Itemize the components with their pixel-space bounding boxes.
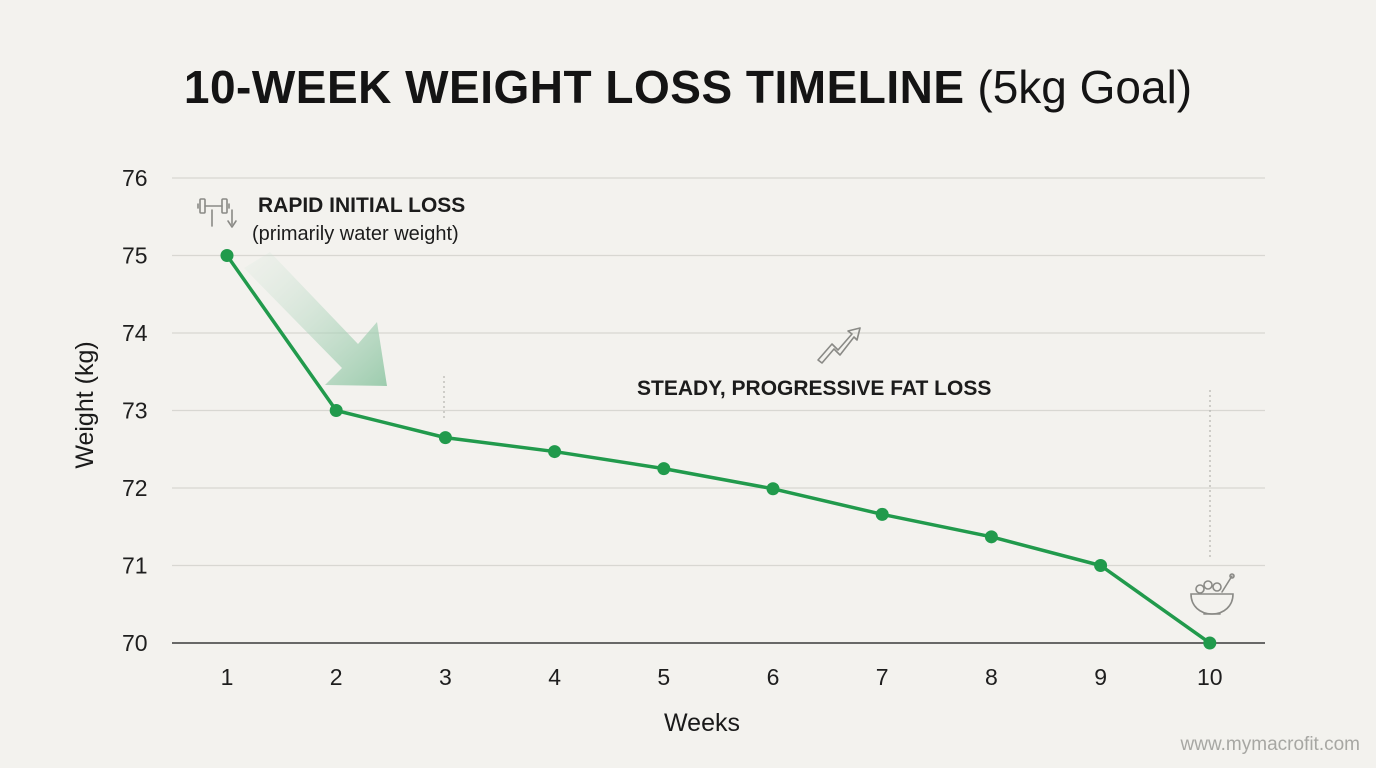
- chart-title: 10-WEEK WEIGHT LOSS TIMELINE (5kg Goal): [0, 60, 1376, 114]
- x-tick-label: 4: [548, 664, 561, 690]
- x-tick-label: 9: [1094, 664, 1107, 690]
- data-point: [548, 445, 562, 459]
- chart-title-main: 10-WEEK WEIGHT LOSS TIMELINE: [183, 61, 965, 113]
- data-point: [875, 507, 889, 521]
- data-point: [766, 482, 780, 496]
- y-tick-label: 71: [122, 553, 148, 579]
- x-tick-label: 7: [876, 664, 889, 690]
- axes: 70 71 72 73 74 75 76 1 2 3 4 5 6 7 8 9 10 Weeks Weight (kg…: [71, 165, 1265, 737]
- data-point: [984, 530, 998, 544]
- data-point: [1203, 636, 1217, 650]
- y-tick-label: 74: [122, 320, 148, 346]
- weight-series-line: [225, 254, 1211, 645]
- steady-loss-annotation: STEADY, PROGRESSIVE FAT LOSS: [637, 377, 991, 401]
- data-point: [329, 404, 343, 417]
- y-tick-label: 75: [122, 243, 148, 269]
- data-point: [1094, 559, 1108, 572]
- grid-lines: [172, 177, 1265, 567]
- x-tick-label: 6: [767, 664, 780, 690]
- dumbbell-down-arrow-icon: [197, 198, 237, 228]
- data-point: [438, 431, 452, 445]
- series-layer: [220, 249, 1217, 650]
- rapid-loss-arrow-shape: [244, 252, 387, 386]
- rapid-loss-annotation: RAPID INITIAL LOSS: [258, 194, 465, 218]
- rapid-loss-title: RAPID INITIAL LOSS: [258, 194, 466, 217]
- y-tick-label: 76: [122, 165, 148, 191]
- watermark: www.mymacrofit.com: [1180, 734, 1360, 755]
- y-axis-label: Weight (kg): [71, 341, 99, 468]
- chart-subtitle: (5kg Goal): [977, 61, 1193, 113]
- rapid-loss-subtitle-wrap: (primarily water weight): [252, 223, 459, 246]
- steady-loss-title: STEADY, PROGRESSIVE FAT LOSS: [637, 377, 992, 400]
- x-tick-label: 10: [1197, 664, 1223, 690]
- data-point: [657, 462, 671, 476]
- x-tick-label: 8: [985, 664, 998, 690]
- trend-up-arrow-icon: [817, 327, 861, 364]
- rapid-loss-subtitle: (primarily water weight): [252, 223, 459, 245]
- x-tick-label: 5: [657, 664, 670, 690]
- y-tick-label: 72: [122, 475, 148, 501]
- data-point: [220, 249, 234, 262]
- x-axis-label: Weeks: [664, 709, 740, 737]
- decorations: [197, 198, 1235, 615]
- x-tick-label: 1: [221, 664, 234, 690]
- x-tick-label: 2: [330, 664, 343, 690]
- y-tick-label: 73: [122, 398, 148, 424]
- food-bowl-icon: [1190, 573, 1235, 615]
- x-tick-label: 3: [439, 664, 452, 690]
- y-tick-label: 70: [122, 630, 148, 656]
